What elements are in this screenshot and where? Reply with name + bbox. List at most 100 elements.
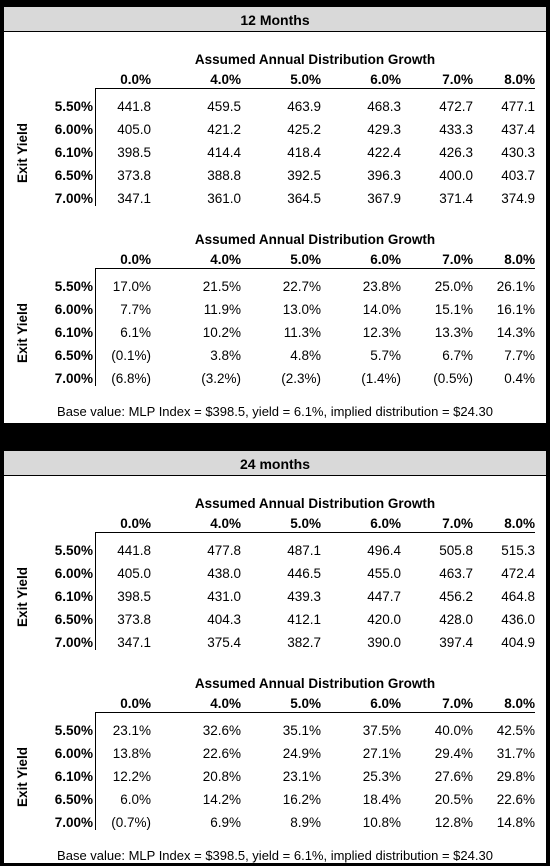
table-cell: 398.5 bbox=[117, 145, 151, 160]
column-header: 6.0% bbox=[321, 514, 401, 533]
table-cell: 364.5 bbox=[287, 191, 321, 206]
table-cell: 404.9 bbox=[501, 635, 535, 650]
table-cell: 22.6% bbox=[496, 792, 535, 807]
table-cell: 7.7% bbox=[120, 302, 151, 317]
column-header: 4.0% bbox=[151, 250, 241, 269]
table-cell: 373.8 bbox=[117, 612, 151, 627]
table-cell: 441.8 bbox=[117, 543, 151, 558]
table-cell: 16.1% bbox=[496, 302, 535, 317]
table-cell: 422.4 bbox=[367, 145, 401, 160]
table-cell: 29.8% bbox=[496, 769, 535, 784]
table-cell: 20.8% bbox=[202, 769, 241, 784]
table-cell: 436.0 bbox=[501, 612, 535, 627]
table-cell: 441.8 bbox=[117, 99, 151, 114]
table-cell: 456.2 bbox=[439, 589, 473, 604]
footnote: Base value: MLP Index = $398.5, yield = … bbox=[57, 404, 493, 419]
row-label: 6.50% bbox=[54, 792, 93, 807]
column-header: 4.0% bbox=[151, 514, 241, 533]
table-cell: 0.4% bbox=[504, 371, 535, 386]
table-cell: 388.8 bbox=[207, 168, 241, 183]
table-cell: 426.3 bbox=[439, 145, 473, 160]
table-header: Assumed Annual Distribution Growth bbox=[194, 52, 436, 67]
table-cell: 27.1% bbox=[362, 746, 401, 761]
table-cell: 433.3 bbox=[439, 122, 473, 137]
table-cell: 373.8 bbox=[117, 168, 151, 183]
table-header: Assumed Annual Distribution Growth bbox=[194, 496, 436, 511]
table-cell: 439.3 bbox=[287, 589, 321, 604]
table-cell: 455.0 bbox=[367, 566, 401, 581]
column-header: 0.0% bbox=[95, 70, 151, 89]
table-cell: 374.9 bbox=[501, 191, 535, 206]
panel-body bbox=[3, 475, 547, 864]
table-cell: 22.6% bbox=[202, 746, 241, 761]
table-cell: (0.5%) bbox=[433, 371, 473, 386]
table-cell: 375.4 bbox=[207, 635, 241, 650]
column-header: 5.0% bbox=[241, 70, 321, 89]
table-cell: 412.1 bbox=[287, 612, 321, 627]
table-cell: 463.9 bbox=[287, 99, 321, 114]
table-cell: 16.2% bbox=[282, 792, 321, 807]
table-cell: 6.9% bbox=[210, 815, 241, 830]
row-label: 6.50% bbox=[54, 168, 93, 183]
table-cell: 13.0% bbox=[282, 302, 321, 317]
table-cell: 29.4% bbox=[434, 746, 473, 761]
column-header: 8.0% bbox=[473, 70, 535, 89]
table-cell: 398.5 bbox=[117, 589, 151, 604]
row-label: 6.10% bbox=[54, 325, 93, 340]
exit-yield-label: Exit Yield bbox=[15, 746, 30, 807]
table-cell: 5.7% bbox=[370, 348, 401, 363]
table-cell: (1.4%) bbox=[361, 371, 401, 386]
table-cell: 8.9% bbox=[290, 815, 321, 830]
table-cell: 11.9% bbox=[203, 302, 241, 317]
panel-title: 24 months bbox=[3, 450, 547, 476]
column-header: 8.0% bbox=[473, 250, 535, 269]
table-cell: 477.1 bbox=[501, 99, 535, 114]
table-cell: 13.8% bbox=[112, 746, 151, 761]
table-cell: 397.4 bbox=[439, 635, 473, 650]
table-cell: 414.4 bbox=[207, 145, 241, 160]
row-label: 7.00% bbox=[54, 371, 93, 386]
table-cell: 430.3 bbox=[501, 145, 535, 160]
table-cell: 10.2% bbox=[202, 325, 241, 340]
sensitivity-table: Assumed Annual Distribution Growth 0.0% 4.… bbox=[3, 495, 547, 655]
row-label: 6.10% bbox=[54, 589, 93, 604]
table-cell: 404.3 bbox=[207, 612, 241, 627]
table-cell: 23.8% bbox=[362, 279, 401, 294]
table-cell: 6.0% bbox=[120, 792, 151, 807]
table-cell: 464.8 bbox=[501, 589, 535, 604]
row-label: 5.50% bbox=[54, 99, 93, 114]
table-cell: 459.5 bbox=[207, 99, 241, 114]
table-cell: 405.0 bbox=[117, 566, 151, 581]
table-header: Assumed Annual Distribution Growth bbox=[194, 676, 436, 691]
sensitivity-table: Assumed Annual Distribution Growth 0.0% 4.… bbox=[3, 51, 547, 211]
table-cell: 446.5 bbox=[287, 566, 321, 581]
table-cell: 496.4 bbox=[367, 543, 401, 558]
table-cell: 13.3% bbox=[434, 325, 473, 340]
table-cell: 11.3% bbox=[283, 325, 321, 340]
table-cell: 487.1 bbox=[287, 543, 321, 558]
table-cell: 12.8% bbox=[434, 815, 473, 830]
table-cell: 21.5% bbox=[202, 279, 241, 294]
sensitivity-table: Assumed Annual Distribution Growth 0.0% 4.… bbox=[3, 675, 547, 835]
row-divider bbox=[95, 89, 96, 206]
row-label: 7.00% bbox=[54, 191, 93, 206]
table-cell: 361.0 bbox=[207, 191, 241, 206]
table-cell: 22.7% bbox=[282, 279, 321, 294]
table-cell: 14.3% bbox=[496, 325, 535, 340]
scenario-panel: 12 Months Assumed Annual Distribution Gro… bbox=[3, 6, 547, 424]
table-cell: 477.8 bbox=[207, 543, 241, 558]
row-label: 5.50% bbox=[54, 723, 93, 738]
table-cell: 20.5% bbox=[434, 792, 473, 807]
table-cell: 382.7 bbox=[287, 635, 321, 650]
row-divider bbox=[95, 269, 96, 386]
table-cell: 505.8 bbox=[439, 543, 473, 558]
table-cell: 12.3% bbox=[362, 325, 401, 340]
row-divider bbox=[95, 713, 96, 830]
table-cell: (0.7%) bbox=[111, 815, 151, 830]
column-header: 6.0% bbox=[321, 70, 401, 89]
column-header: 6.0% bbox=[321, 694, 401, 713]
table-cell: 32.6% bbox=[202, 723, 241, 738]
table-cell: 431.0 bbox=[207, 589, 241, 604]
row-label: 6.00% bbox=[54, 302, 93, 317]
table-cell: 12.2% bbox=[112, 769, 151, 784]
